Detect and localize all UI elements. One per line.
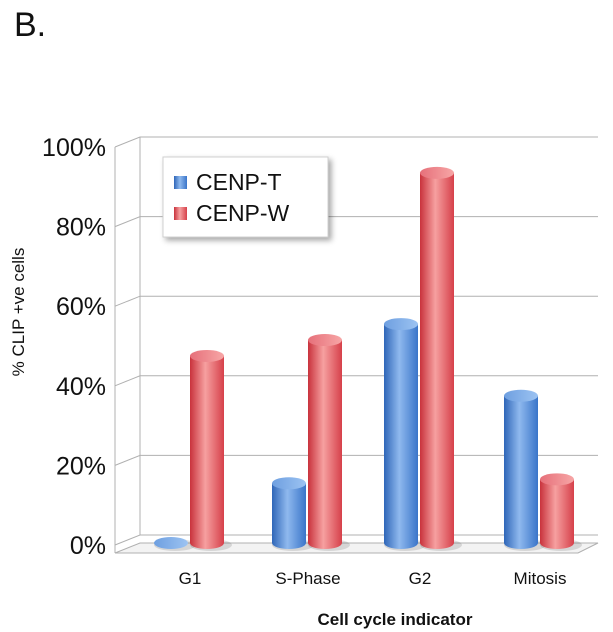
- y-tick-labels: 0% 20% 40% 60% 80% 100%: [42, 134, 106, 560]
- bar-CENP-W-G2: [420, 166, 462, 551]
- bar-CENP-T-G1: [154, 537, 196, 551]
- gridline: [114, 136, 598, 148]
- legend-label-series1: CENP-T: [196, 169, 282, 195]
- y-tick-label: 0%: [70, 532, 106, 560]
- legend-swatch-series1: [174, 176, 187, 189]
- axes: [114, 137, 599, 554]
- x-tick-labels: G1 S-Phase G2 Mitosis: [179, 569, 567, 588]
- bar-CENP-T-G2: [384, 318, 426, 551]
- x-tick-label: G2: [409, 569, 432, 588]
- y-tick-label: 60%: [56, 293, 106, 321]
- x-tick-label: S-Phase: [275, 569, 340, 588]
- y-tick-label: 100%: [42, 134, 106, 162]
- x-axis-label: Cell cycle indicator: [318, 610, 473, 629]
- y-tick-label: 80%: [56, 214, 106, 242]
- y-axis-label: % CLIP +ve cells: [9, 248, 28, 377]
- gridline: [114, 375, 598, 387]
- y-tick-label: 40%: [56, 373, 106, 401]
- gridline: [114, 295, 598, 307]
- legend-swatch-series2: [174, 207, 187, 220]
- bar-CENP-W-S-Phase: [308, 334, 350, 551]
- x-tick-label: Mitosis: [514, 569, 567, 588]
- legend-label-series2: CENP-W: [196, 200, 290, 226]
- x-tick-label: G1: [179, 569, 202, 588]
- legend: CENP-T CENP-W: [162, 156, 329, 238]
- panel-label: B.: [14, 6, 47, 44]
- legend-box: [162, 156, 329, 238]
- floor: [114, 542, 599, 554]
- bar-CENP-T-S-Phase: [272, 477, 314, 551]
- y-tick-label: 20%: [56, 452, 106, 480]
- bar-CENP-T-Mitosis: [504, 389, 546, 551]
- bar-CENP-W-G1: [190, 349, 232, 551]
- bar-CENP-W-Mitosis: [540, 473, 582, 551]
- bars: [154, 166, 582, 551]
